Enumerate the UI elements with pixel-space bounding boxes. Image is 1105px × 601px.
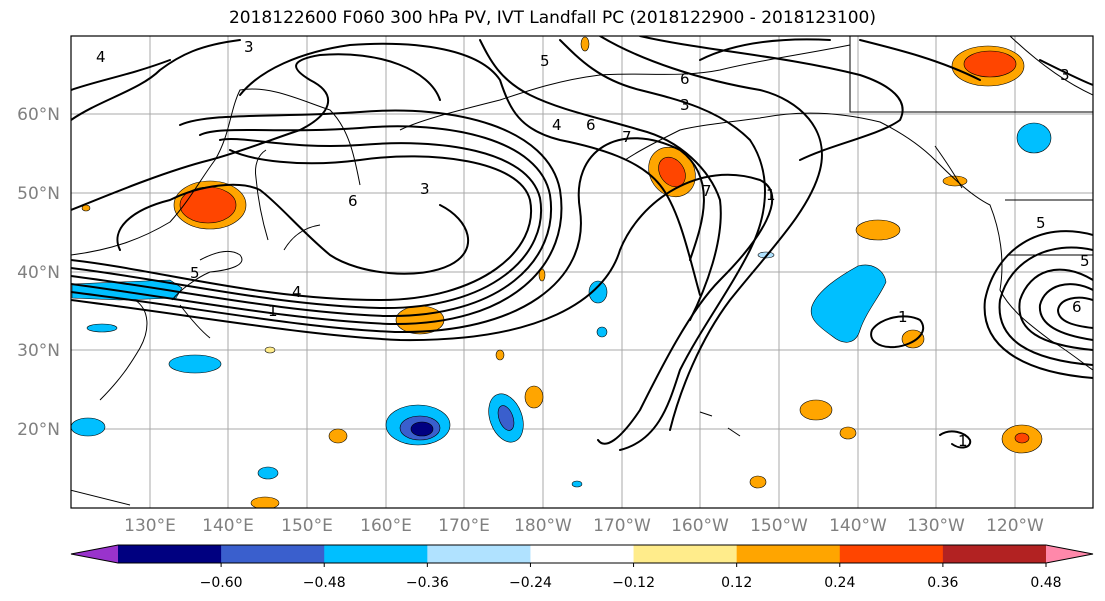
- lon-tick-label: 140°W: [829, 516, 887, 536]
- contour-label: 6: [348, 192, 358, 210]
- colorbar-segment: [221, 545, 325, 563]
- lon-tick-label: 140°E: [202, 516, 254, 536]
- lat-tick-label: 60°N: [17, 105, 60, 125]
- lon-tick-label: 180°W: [514, 516, 572, 536]
- colorbar-extend-low: [71, 545, 118, 563]
- lon-tick-label: 160°E: [360, 516, 412, 536]
- colorbar-tick-label: 0.48: [1030, 575, 1061, 591]
- contour-label: 5: [1080, 252, 1090, 270]
- map-frame: [70, 35, 1094, 509]
- lon-tick-label: 120°W: [986, 516, 1044, 536]
- colorbar-tick-label: −0.24: [509, 575, 552, 591]
- colorbar-segment: [633, 545, 738, 563]
- pv-contours: [71, 36, 1093, 451]
- lon-tick-label: 150°E: [281, 516, 333, 536]
- contour-label: 5: [1036, 214, 1046, 232]
- colorbar: −0.60 −0.48 −0.36 −0.24 −0.12 0.12 0.24 0.36 0.4…: [70, 544, 1094, 591]
- colorbar-extend-high: [1046, 545, 1093, 563]
- colorbar-tick-label: 0.36: [927, 575, 958, 591]
- lon-tick-label: 130°W: [907, 516, 965, 536]
- contour-label: 6: [680, 70, 690, 88]
- contour-label: 3: [680, 96, 690, 114]
- longitude-labels: 130°E 140°E 150°E 160°E 170°E 180°W 170°…: [124, 516, 1044, 536]
- negative-anomaly-northeast-pacific: [810, 264, 887, 343]
- colorbar-tick-label: 0.24: [824, 575, 855, 591]
- contour-label: 1: [898, 308, 908, 326]
- colorbar-outline: [70, 544, 1094, 564]
- contour-label: 1: [268, 302, 278, 320]
- lat-tick-label: 30°N: [17, 341, 60, 361]
- lon-tick-label: 170°E: [438, 516, 490, 536]
- lat-tick-label: 40°N: [17, 263, 60, 283]
- contour-label: 4: [552, 116, 562, 134]
- colorbar-segment: [530, 545, 635, 563]
- colorbar-tick-label: −0.36: [406, 575, 449, 591]
- map-title: 2018122600 F060 300 hPa PV, IVT Landfall…: [228, 8, 876, 28]
- contour-label: 5: [540, 52, 550, 70]
- contour-label: 7: [622, 128, 632, 146]
- colorbar-tick-label: −0.60: [200, 575, 243, 591]
- colorbar-segment: [324, 545, 428, 563]
- lat-tick-label: 20°N: [17, 420, 60, 440]
- colorbar-tick-label: 0.12: [721, 575, 752, 591]
- contour-label: 1: [766, 186, 776, 204]
- contour-label: 5: [190, 264, 200, 282]
- colorbar-tick-label: −0.12: [612, 575, 655, 591]
- contour-labels: 4 3 5 6 7 7 6 3 6 5 4 1 5 5 4 3 6 1 1 3 …: [96, 38, 1090, 450]
- colorbar-segment: [736, 545, 841, 563]
- colorbar-segment: [118, 545, 222, 563]
- contour-label: 4: [292, 283, 302, 301]
- contour-label: 1: [958, 432, 968, 450]
- lon-tick-label: 160°W: [671, 516, 729, 536]
- lon-tick-label: 170°W: [593, 516, 651, 536]
- contour-label: 3: [420, 180, 430, 198]
- contour-label: 3: [244, 38, 254, 56]
- contour-label: 3: [1060, 66, 1070, 84]
- colorbar-segment: [839, 545, 944, 563]
- latitude-labels: 60°N 50°N 40°N 30°N 20°N: [17, 105, 60, 440]
- lat-tick-label: 50°N: [17, 184, 60, 204]
- colorbar-segment: [427, 545, 531, 563]
- lon-tick-label: 150°W: [750, 516, 808, 536]
- colorbar-segment: [942, 545, 1047, 563]
- contour-label: 7: [702, 182, 712, 200]
- coastlines: [71, 36, 1093, 506]
- lon-tick-label: 130°E: [124, 516, 176, 536]
- contour-label: 4: [96, 48, 106, 66]
- contour-label: 6: [586, 116, 596, 134]
- colorbar-tick-label: −0.48: [303, 575, 346, 591]
- contour-label: 6: [1072, 298, 1082, 316]
